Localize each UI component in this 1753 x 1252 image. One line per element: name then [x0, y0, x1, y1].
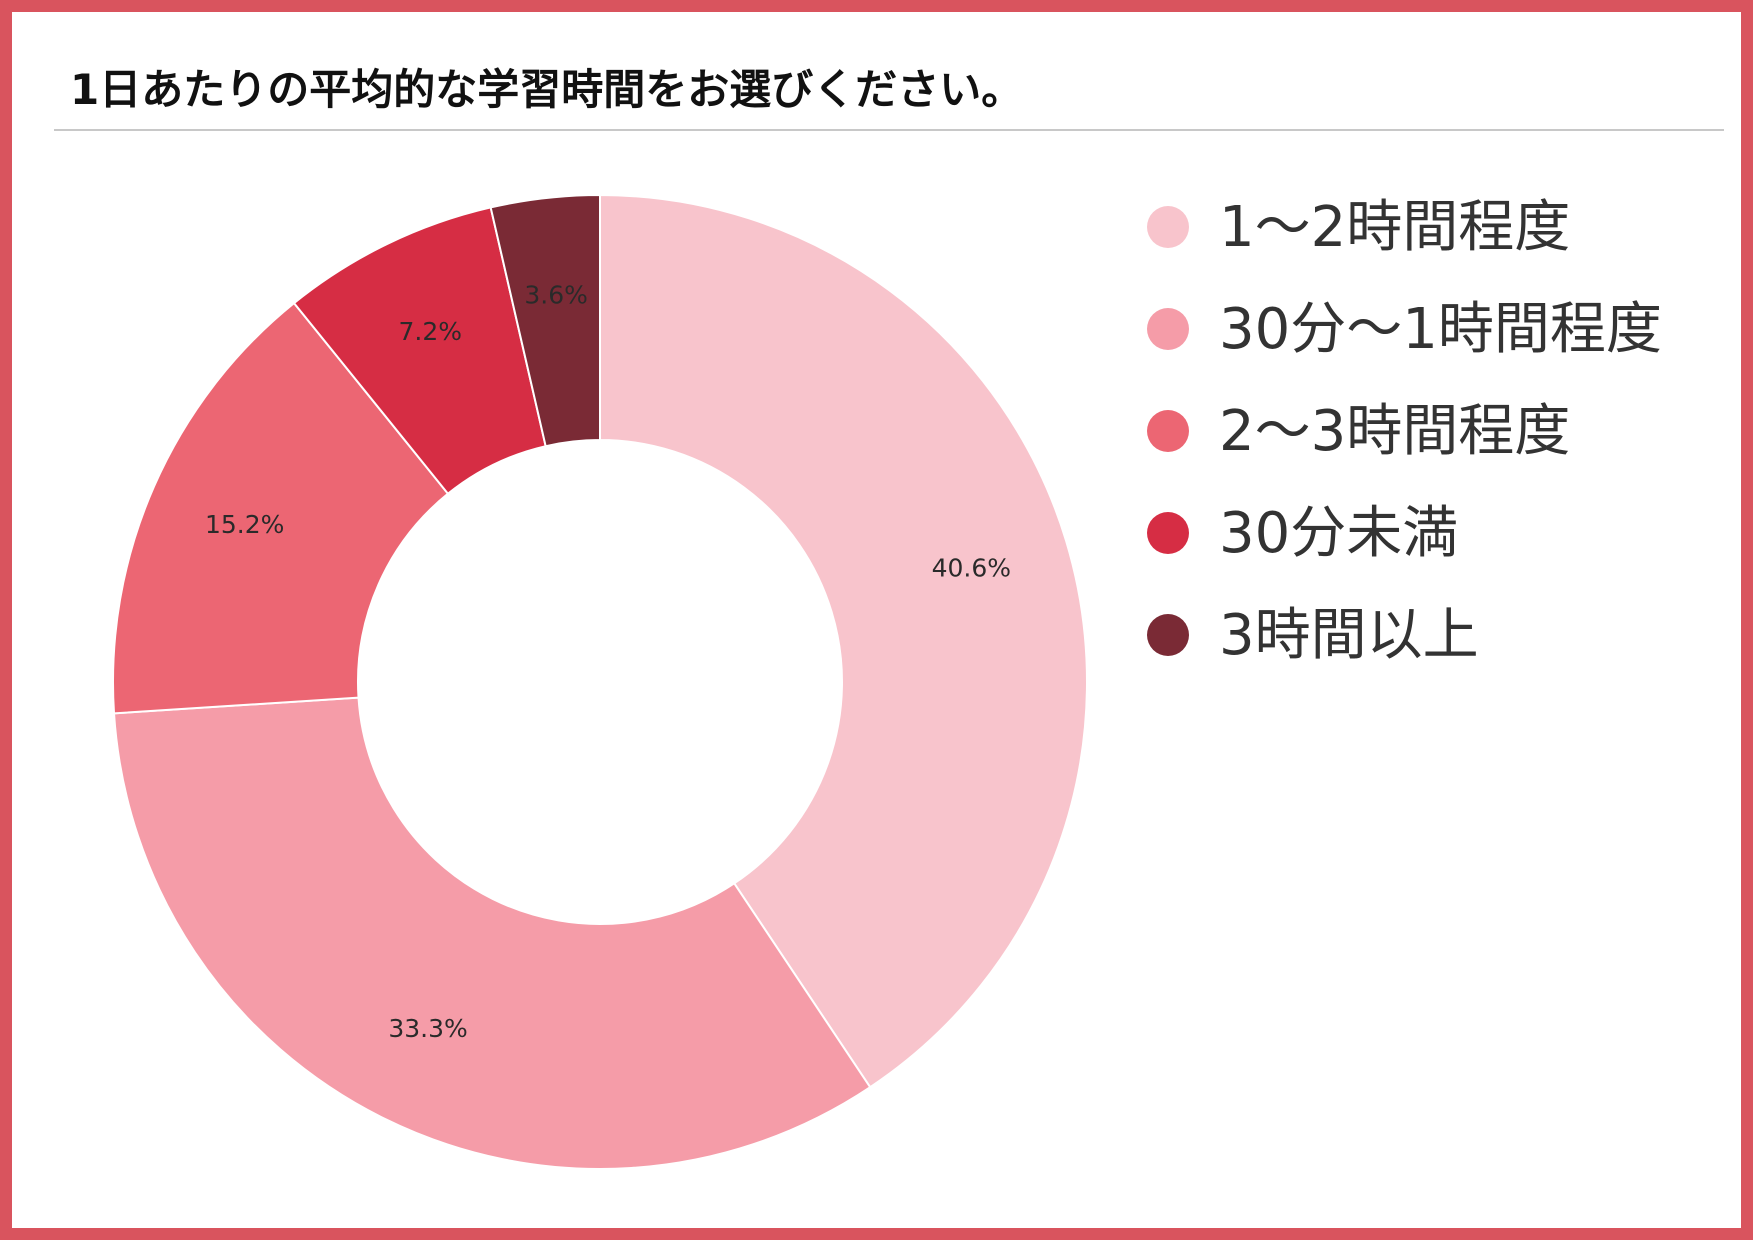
donut-slice-5: [489, 193, 601, 448]
legend-swatch-icon: [1147, 308, 1189, 350]
donut-slices: [112, 193, 1088, 1170]
legend-swatch-icon: [1147, 614, 1189, 656]
legend-item-1: 1～2時間程度: [1147, 190, 1667, 266]
slice-value-label-5: 3.6%: [524, 280, 588, 309]
legend-item-4: 30分未満: [1147, 496, 1667, 572]
title-divider: [54, 129, 1724, 131]
legend-label: 1～2時間程度: [1219, 195, 1571, 260]
legend-item-2: 30分～1時間程度: [1147, 292, 1667, 368]
donut-slice-labels: 40.6% 33.3% 15.2% 7.2% 3.6%: [205, 280, 1011, 1042]
donut-slice-2: [112, 696, 872, 1170]
legend-swatch-icon: [1147, 512, 1189, 554]
chart-legend: 1～2時間程度 30分～1時間程度 2～3時間程度 30分未満 3時間以上: [1147, 190, 1667, 700]
slice-value-label-1: 40.6%: [932, 554, 1011, 583]
slice-value-label-2: 33.3%: [388, 1014, 467, 1043]
legend-label: 30分未満: [1219, 501, 1459, 566]
legend-label: 30分～1時間程度: [1219, 297, 1662, 362]
legend-label: 2～3時間程度: [1219, 399, 1571, 464]
legend-item-5: 3時間以上: [1147, 598, 1667, 674]
legend-swatch-icon: [1147, 206, 1189, 248]
donut-slice-3: [112, 301, 450, 715]
slice-value-label-3: 15.2%: [205, 510, 284, 539]
donut-chart: 40.6% 33.3% 15.2% 7.2% 3.6%: [112, 193, 1088, 1170]
donut-slice-1: [599, 193, 1088, 1089]
chart-title: 1日あたりの平均的な学習時間をお選びください。: [70, 65, 1024, 114]
slice-value-label-4: 7.2%: [398, 317, 462, 346]
legend-label: 3時間以上: [1219, 603, 1479, 668]
legend-swatch-icon: [1147, 410, 1189, 452]
legend-item-3: 2～3時間程度: [1147, 394, 1667, 470]
